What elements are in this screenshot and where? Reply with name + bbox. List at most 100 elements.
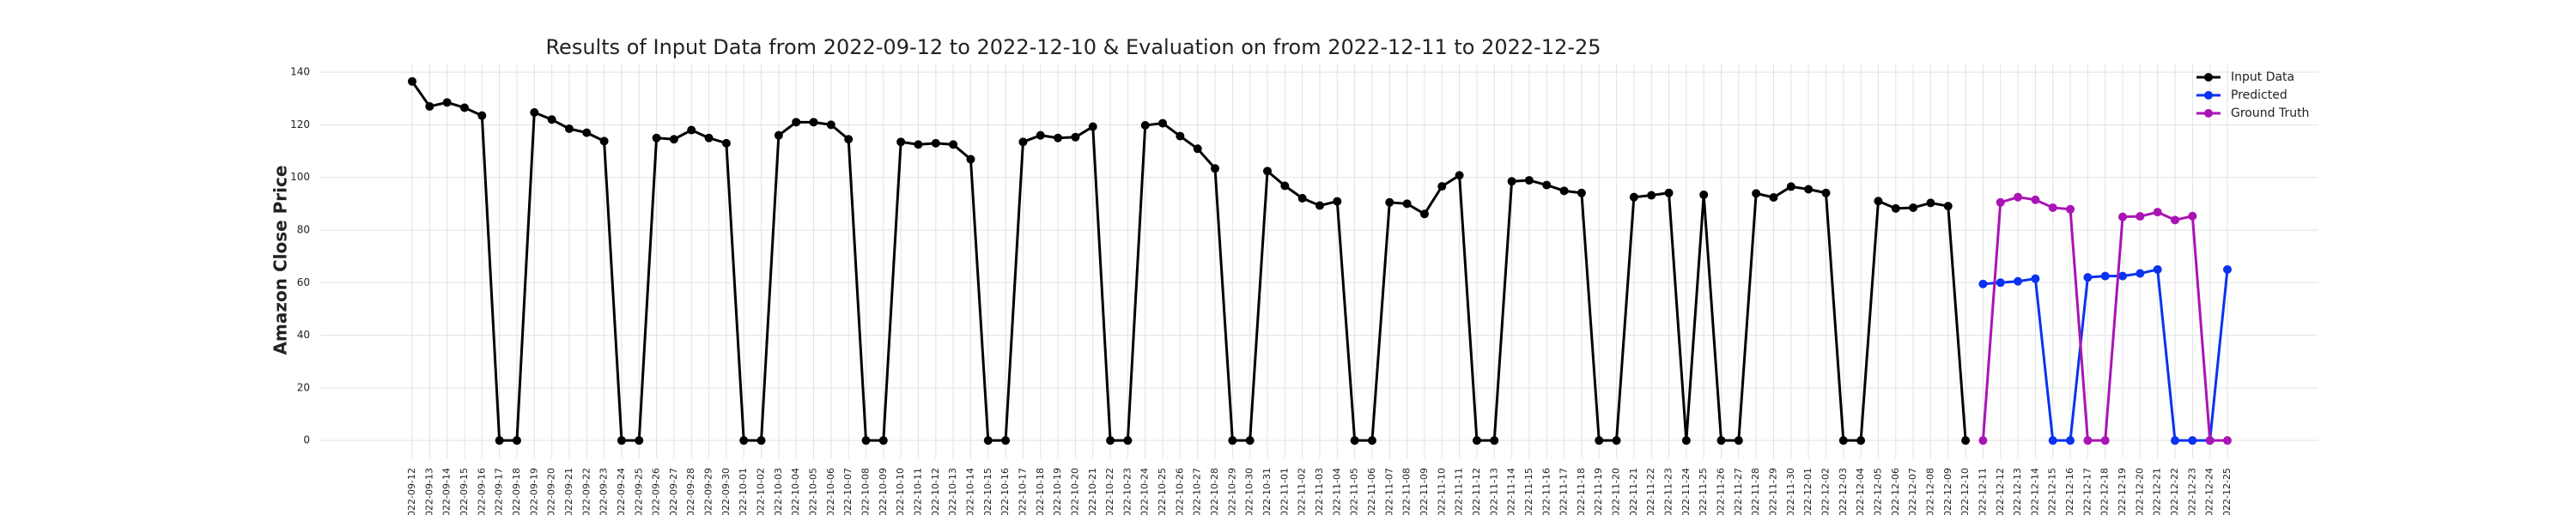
data-point	[2083, 273, 2093, 282]
data-point	[669, 135, 678, 144]
x-tick-label: 2022-11-09	[1419, 468, 1430, 515]
x-tick-label: 2022-10-22	[1104, 468, 1115, 515]
data-point	[1333, 197, 1342, 206]
data-point	[2188, 211, 2197, 221]
data-point	[459, 103, 469, 112]
data-point	[2205, 436, 2215, 445]
x-tick-label: 2022-12-11	[1977, 468, 1988, 515]
x-tick-label: 2022-09-26	[651, 468, 662, 515]
data-point	[949, 140, 958, 149]
data-point	[635, 436, 644, 445]
data-point	[1647, 191, 1656, 200]
x-tick-label: 2022-10-23	[1121, 468, 1133, 515]
data-point	[1524, 176, 1534, 185]
chart-title: Results of Input Data from 2022-09-12 to…	[545, 35, 1601, 59]
legend-marker	[2204, 91, 2213, 100]
data-point	[1507, 177, 1516, 186]
data-point	[1140, 121, 1150, 130]
x-tick-label: 2022-09-20	[546, 468, 557, 515]
x-tick-label: 2022-09-24	[616, 468, 627, 515]
x-tick-label: 2022-10-25	[1157, 468, 1168, 515]
data-point	[826, 120, 835, 130]
data-point	[1874, 197, 1883, 206]
data-point	[896, 137, 906, 147]
x-tick-label: 2022-12-07	[1907, 468, 1918, 515]
x-tick-label: 2022-11-01	[1279, 468, 1290, 515]
data-point	[1978, 279, 1988, 288]
x-tick-label: 2022-11-04	[1331, 468, 1342, 515]
data-point	[1455, 171, 1464, 180]
data-point	[1018, 137, 1028, 147]
data-point	[1263, 167, 1273, 176]
x-tick-label: 2022-10-30	[1244, 468, 1255, 515]
data-point	[1297, 193, 1307, 203]
x-tick-label: 2022-11-27	[1733, 468, 1744, 515]
x-tick-label: 2022-11-03	[1314, 468, 1325, 515]
data-point	[512, 436, 521, 445]
x-tick-label: 2022-10-11	[912, 468, 923, 515]
data-point	[1542, 180, 1552, 190]
data-point	[931, 138, 940, 148]
data-point	[547, 115, 556, 124]
x-tick-label: 2022-11-13	[1488, 468, 1499, 515]
x-tick-label: 2022-09-23	[598, 468, 610, 515]
x-tick-label: 2022-09-15	[459, 468, 470, 515]
x-tick-label: 2022-11-17	[1558, 468, 1570, 515]
x-tick-label: 2022-11-05	[1349, 468, 1360, 515]
data-point	[1228, 436, 1237, 445]
data-point	[2048, 436, 2057, 445]
data-point	[2100, 436, 2110, 445]
legend: Input Data Predicted Ground Truth	[2196, 70, 2309, 120]
data-point	[2153, 264, 2162, 274]
data-point	[1472, 436, 1481, 445]
data-point	[2083, 436, 2093, 445]
x-tick-label: 2022-09-12	[406, 468, 417, 515]
x-tick-label: 2022-09-25	[633, 468, 644, 515]
data-point	[1681, 436, 1691, 445]
x-tick-label: 2022-09-14	[441, 468, 453, 515]
data-point	[704, 133, 714, 142]
x-tick-label: 2022-09-29	[703, 468, 714, 515]
x-tick-label: 2022-11-14	[1506, 468, 1517, 515]
data-point	[2171, 436, 2180, 445]
data-point	[914, 140, 923, 149]
x-tick-label: 2022-10-28	[1209, 468, 1220, 515]
x-tick-label: 2022-11-28	[1750, 468, 1761, 515]
data-point	[2031, 195, 2040, 204]
data-point	[1123, 436, 1133, 445]
data-point	[1891, 203, 1900, 213]
x-tick-label: 2022-09-21	[563, 468, 574, 515]
data-point	[1001, 436, 1011, 445]
x-tick-label: 2022-11-23	[1663, 468, 1674, 515]
data-point	[1385, 197, 1394, 207]
data-point	[1158, 118, 1168, 128]
x-tick-label: 2022-10-21	[1087, 468, 1098, 515]
data-point	[1245, 436, 1255, 445]
x-tick-label: 2022-10-14	[964, 468, 975, 515]
x-tick-label: 2022-10-06	[825, 468, 836, 515]
x-tick-label: 2022-12-03	[1838, 468, 1849, 515]
x-tick-label: 2022-12-12	[1995, 468, 2006, 515]
data-point	[530, 108, 539, 118]
y-axis-label: Amazon Close Price	[270, 166, 291, 355]
data-point	[1978, 436, 1988, 445]
x-tick-label: 2022-09-22	[580, 468, 592, 515]
y-tick-label: 20	[297, 381, 310, 393]
x-tick-label: 2022-12-23	[2186, 468, 2197, 515]
x-tick-label: 2022-12-15	[2047, 468, 2058, 515]
x-tick-label: 2022-11-06	[1366, 468, 1377, 515]
data-point	[2223, 264, 2232, 274]
x-tick-label: 2022-10-09	[878, 468, 889, 515]
data-point	[739, 436, 749, 445]
x-tick-label: 2022-10-15	[982, 468, 993, 515]
data-point	[2014, 276, 2023, 286]
data-point	[2171, 215, 2180, 225]
x-tick-label: 2022-12-21	[2152, 468, 2163, 515]
data-point	[1071, 132, 1080, 142]
data-point	[582, 128, 592, 137]
legend-marker	[2204, 109, 2213, 118]
data-point	[2100, 271, 2110, 281]
data-point	[1629, 192, 1638, 202]
x-tick-label: 2022-12-05	[1872, 468, 1883, 515]
x-tick-label: 2022-12-18	[2099, 468, 2111, 515]
